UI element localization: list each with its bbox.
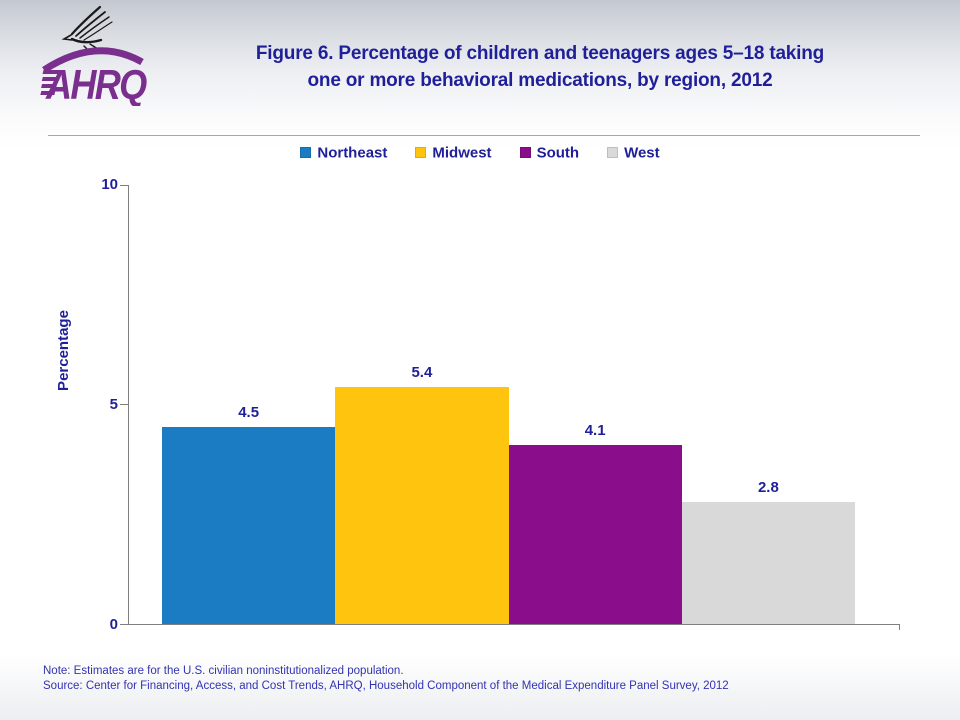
footnotes: Note: Estimates are for the U.S. civilia… <box>43 664 940 694</box>
x-axis-line <box>128 624 900 625</box>
figure-title-line1: Figure 6. Percentage of children and tee… <box>255 43 825 64</box>
y-axis-tick-label: 0 <box>109 616 118 633</box>
hhs-eagle-icon <box>61 5 113 55</box>
note-line: Note: Estimates are for the U.S. civilia… <box>43 665 404 677</box>
plot-area: 4.5 5.4 4.1 2.8 0 5 10 <box>101 176 900 633</box>
figure-title: Figure 6. Percentage of children and tee… <box>160 40 920 94</box>
legend-swatch-icon <box>519 147 531 158</box>
bar-value-label: 5.4 <box>411 364 433 382</box>
legend-swatch-icon <box>300 147 312 158</box>
legend-label: West <box>624 144 660 162</box>
legend-item-midwest: Midwest <box>415 144 492 162</box>
ahrq-flag-stripes <box>40 70 61 95</box>
legend-swatch-icon <box>415 147 427 158</box>
legend-item-northeast: Northeast <box>300 144 387 162</box>
header-divider <box>48 135 920 136</box>
bar-value-label: 2.8 <box>757 478 779 496</box>
legend: Northeast Midwest South West <box>0 144 960 162</box>
y-axis-title-text: Percentage <box>54 309 72 391</box>
bar-south <box>508 444 682 625</box>
y-axis-tick <box>120 404 128 405</box>
legend-label: Northeast <box>317 144 388 162</box>
legend-item-west: West <box>607 144 660 162</box>
ahrq-swoosh-arc <box>42 47 144 73</box>
y-axis-line <box>128 185 129 625</box>
legend-swatch-icon <box>607 147 619 158</box>
y-axis-tick-label: 5 <box>109 396 118 413</box>
bar-value-label: 4.5 <box>238 404 260 421</box>
ahrq-wordmark: AHRQ <box>45 63 147 106</box>
figure-title-line2: one or more behavioral medications, by r… <box>307 70 773 91</box>
x-axis-end-tick <box>899 625 900 630</box>
y-axis-title: Percentage <box>50 130 76 570</box>
legend-label: South <box>536 144 580 162</box>
bar-west <box>681 501 855 625</box>
legend-item-south: South <box>519 144 580 162</box>
bar-midwest <box>335 387 509 625</box>
ahrq-logo: AHRQ <box>34 4 166 109</box>
source-line: Source: Center for Financing, Access, an… <box>43 680 729 692</box>
bar-value-label: 4.1 <box>584 421 606 439</box>
y-axis-tick <box>120 624 128 625</box>
legend-label: Midwest <box>432 144 492 162</box>
ahrq-logo-graphic: AHRQ <box>40 5 148 109</box>
y-axis-tick <box>120 185 128 186</box>
y-axis-tick-label: 10 <box>101 176 118 193</box>
bar-northeast <box>162 427 336 625</box>
